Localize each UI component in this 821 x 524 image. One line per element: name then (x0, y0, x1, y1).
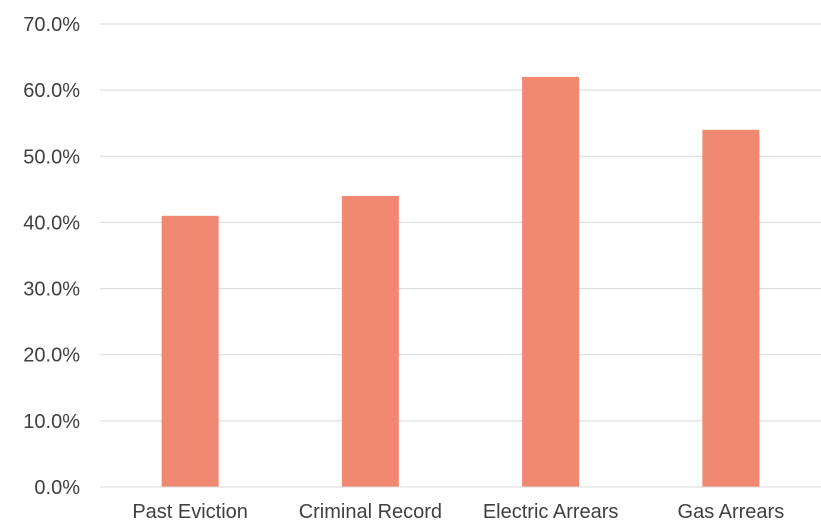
y-tick-label: 70.0% (23, 14, 80, 36)
x-category-label: Gas Arrears (678, 501, 785, 523)
bar-criminal-record (341, 195, 399, 487)
x-category-label: Criminal Record (299, 501, 442, 523)
y-tick-label: 60.0% (23, 80, 80, 102)
bar-past-eviction (161, 215, 219, 488)
x-category-label: Past Eviction (132, 501, 248, 523)
y-tick-label: 30.0% (23, 279, 80, 301)
x-axis-category-labels: Past Eviction Criminal Record Electric Arr… (132, 501, 784, 523)
bar-electric-arrears (522, 76, 580, 488)
y-tick-label: 50.0% (23, 146, 80, 168)
y-tick-label: 20.0% (23, 345, 80, 367)
y-tick-label: 40.0% (23, 212, 80, 234)
bars (161, 76, 760, 488)
bar-gas-arrears (702, 129, 760, 488)
y-axis-tick-labels: 0.0% 10.0% 20.0% 30.0% 40.0% 50.0% 60.0% 70.0% (23, 14, 80, 499)
gridlines (100, 23, 821, 422)
y-tick-label: 0.0% (34, 477, 80, 499)
x-category-label: Electric Arrears (483, 501, 619, 523)
y-tick-label: 10.0% (23, 411, 80, 433)
